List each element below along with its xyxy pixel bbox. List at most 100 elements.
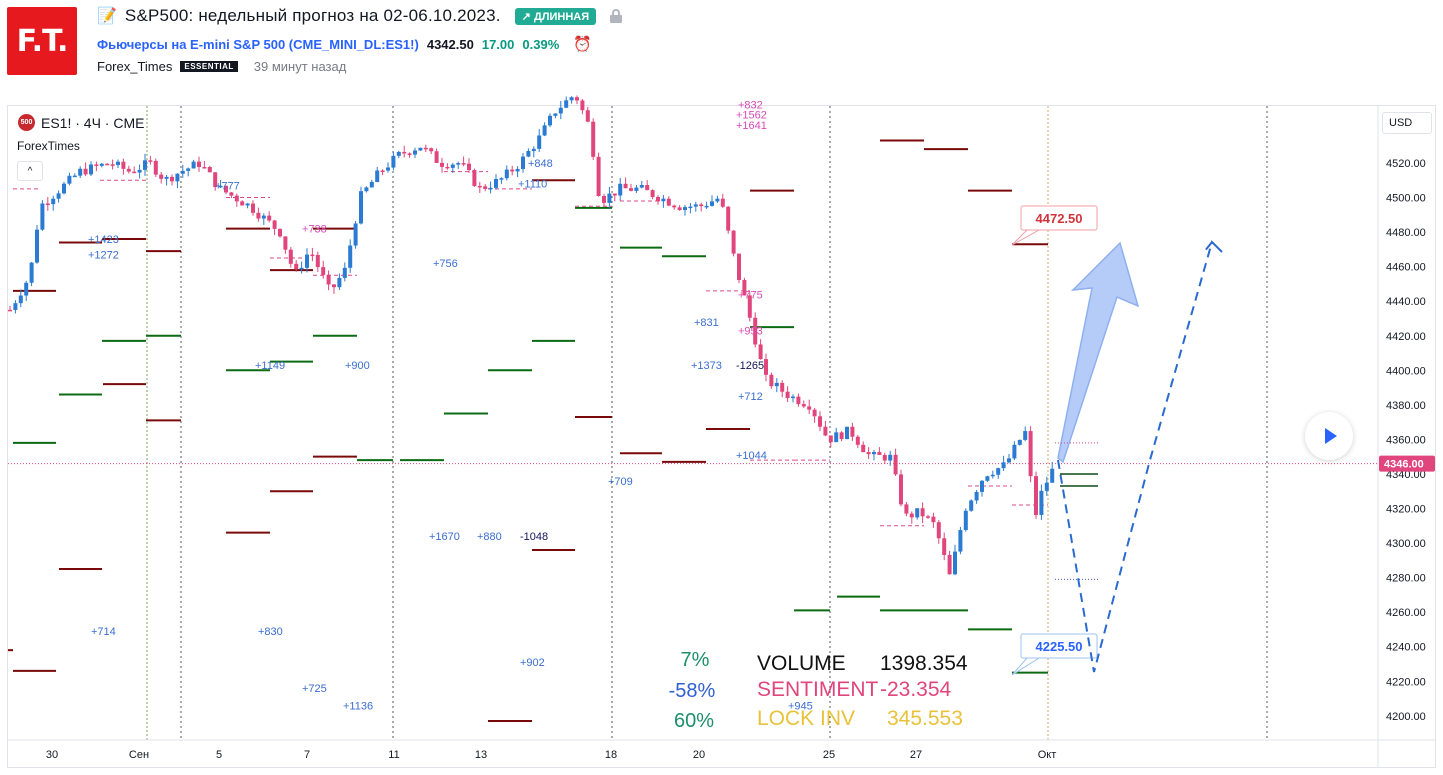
candle-body: [791, 396, 795, 399]
candle-body: [1001, 462, 1006, 469]
candle-body: [423, 147, 428, 150]
candle-body: [348, 245, 353, 268]
edit-note-icon: 📝: [97, 8, 117, 25]
candles: [8, 95, 1055, 576]
target-low-callout: 4225.50: [1011, 633, 1098, 676]
candle-body: [818, 416, 822, 427]
chart-frame[interactable]: [7, 105, 1436, 768]
volume-annotation: +1044: [736, 450, 767, 462]
candle-body: [548, 115, 552, 126]
candle-body: [110, 164, 115, 166]
volume-annotation: +1670: [429, 531, 460, 543]
forecast-overlays: 4472.50 4225.50 7% -58% 60% VOLUME 1398.354SEN…: [669, 205, 1223, 732]
price-tick-label: 4320.00: [1386, 504, 1426, 516]
stat-percent-1: 7%: [681, 649, 710, 671]
candle-body: [488, 187, 493, 190]
candle-body: [186, 168, 191, 171]
volume-annotation: +714: [91, 626, 116, 638]
volume-annotation: +725: [302, 683, 327, 695]
candle-body: [839, 432, 844, 440]
candle-body: [8, 309, 12, 312]
play-button[interactable]: [1305, 412, 1353, 460]
candle-body: [18, 295, 23, 304]
candle-body: [699, 204, 704, 207]
forex-times-logo[interactable]: F.T.: [7, 7, 77, 75]
symbol-change: 17.00: [481, 36, 515, 52]
chart-grid: [8, 106, 1378, 740]
candle-body: [288, 249, 293, 264]
candle-body: [332, 284, 336, 288]
candle-body: [456, 163, 461, 165]
candle-body: [197, 161, 201, 168]
candle-body: [650, 190, 655, 197]
indicator-author: ForexTimes: [17, 139, 80, 153]
candle-body: [985, 476, 990, 481]
candle-body: [796, 396, 801, 405]
collapse-legend-button[interactable]: ^: [17, 161, 43, 181]
candle-body: [915, 508, 920, 518]
candle-body: [634, 187, 639, 191]
candle-body: [872, 452, 876, 455]
published-time: 39 минут назад: [253, 59, 347, 74]
candle-body: [450, 164, 455, 168]
candle-body: [861, 444, 866, 453]
author-name[interactable]: Forex_Times: [97, 59, 173, 74]
time-axis-label: Сен: [129, 749, 149, 761]
candle-body: [747, 295, 752, 318]
price-tick-label: 4240.00: [1386, 642, 1426, 654]
candle-body: [931, 516, 936, 523]
candle-body: [153, 160, 158, 175]
candle-body: [440, 162, 444, 167]
candle-body: [407, 153, 412, 155]
candle-body: [121, 161, 126, 169]
callout-label: 4225.50: [1036, 639, 1083, 654]
candle-body: [202, 167, 207, 169]
candle-body: [882, 454, 887, 461]
alarm-clock-icon[interactable]: ⏰: [573, 36, 592, 53]
volume-annotation: +953: [738, 326, 763, 338]
candle-body: [337, 277, 342, 288]
forecast-arrow: [1057, 241, 1140, 464]
candle-body: [596, 156, 601, 196]
candle-body: [504, 169, 509, 179]
candle-body: [591, 121, 596, 157]
time-axis-label: 25: [823, 749, 835, 761]
candle-body: [51, 198, 56, 205]
candle-body: [893, 454, 898, 475]
candle-body: [677, 207, 682, 211]
volume-annotation: +1423: [88, 234, 119, 246]
candle-body: [645, 185, 650, 191]
volume-label: VOLUME: [757, 652, 846, 675]
candle-body: [499, 178, 504, 180]
callout-box: [1020, 205, 1098, 231]
candle-body: [807, 406, 812, 410]
currency-button[interactable]: USD: [1382, 112, 1432, 134]
candle-body: [434, 151, 439, 163]
candle-body: [947, 554, 952, 575]
candle-body: [639, 185, 644, 188]
price-tick-label: 4520.00: [1386, 158, 1426, 170]
price-tick-label: 4500.00: [1386, 193, 1426, 205]
candle-body: [521, 156, 525, 169]
candle-body: [780, 382, 785, 392]
price-tick-label: 4400.00: [1386, 365, 1426, 377]
price-tick-label: 4260.00: [1386, 607, 1426, 619]
chart-legend-symbol[interactable]: 500 ES1! · 4Ч · CME: [18, 114, 144, 131]
volume-annotation: +830: [258, 626, 283, 638]
candle-body: [704, 205, 709, 208]
candle-body: [472, 170, 477, 186]
candle-body: [607, 193, 612, 203]
candle-body: [774, 382, 779, 387]
candle-body: [164, 176, 169, 179]
candle-body: [850, 426, 855, 437]
symbol-badge: 500: [18, 114, 35, 131]
candle-body: [1039, 490, 1044, 515]
price-tick-label: 4340.00: [1386, 469, 1426, 481]
symbol-link[interactable]: Фьючерсы на E-mini S&P 500 (CME_MINI_DL:…: [97, 36, 419, 52]
candle-body: [116, 161, 120, 166]
candle-body: [612, 193, 617, 196]
candle-body: [251, 203, 255, 213]
volume-annotation: -1048: [520, 531, 548, 543]
idea-title-row: 📝 S&P500: недельный прогноз на 02-06.10.…: [97, 6, 623, 26]
